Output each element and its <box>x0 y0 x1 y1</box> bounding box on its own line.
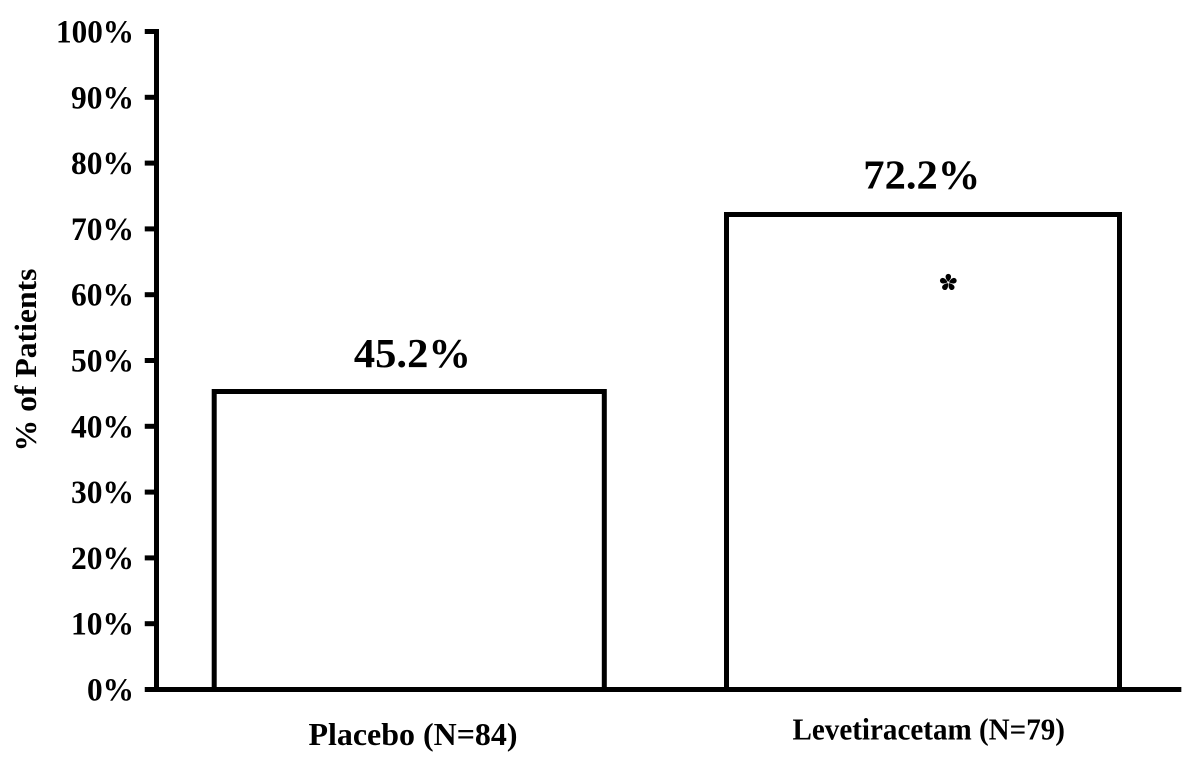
svg-text:60%: 60% <box>71 278 134 314</box>
svg-text:20%: 20% <box>71 541 134 577</box>
svg-text:Placebo (N=84): Placebo (N=84) <box>309 716 518 752</box>
svg-text:40%: 40% <box>71 409 134 445</box>
svg-text:90%: 90% <box>71 80 134 116</box>
svg-text:0%: 0% <box>87 673 134 709</box>
svg-text:100%: 100% <box>56 15 134 51</box>
svg-text:30%: 30% <box>71 475 134 511</box>
svg-text:70%: 70% <box>71 212 134 248</box>
svg-text:Levetiracetam (N=79): Levetiracetam (N=79) <box>793 712 1066 747</box>
svg-text:45.2%: 45.2% <box>354 330 471 376</box>
svg-text:72.2%: 72.2% <box>863 152 980 198</box>
svg-text:10%: 10% <box>71 607 134 643</box>
svg-text:50%: 50% <box>71 344 134 380</box>
svg-text:80%: 80% <box>71 146 134 182</box>
svg-text:% of Patients: % of Patients <box>8 269 43 452</box>
